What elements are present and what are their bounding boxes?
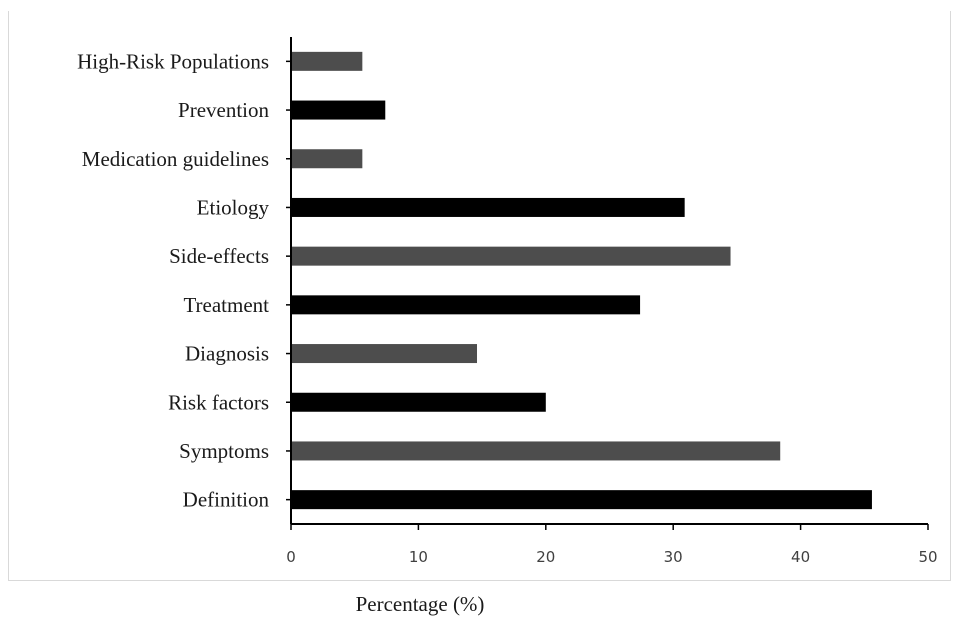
category-label: Treatment xyxy=(183,293,269,317)
bar-prevention xyxy=(292,100,386,120)
bar-diagnosis xyxy=(292,344,478,364)
x-tick-label: 10 xyxy=(409,548,428,566)
category-label: Definition xyxy=(183,488,270,512)
bar-definition xyxy=(292,490,872,510)
bar-high-risk-populations xyxy=(292,51,363,71)
bar-medication-guidelines xyxy=(292,149,363,169)
bar-side-effects xyxy=(292,246,731,266)
x-tick-label: 50 xyxy=(918,548,937,566)
category-label: Medication guidelines xyxy=(82,147,269,171)
bar-etiology xyxy=(292,197,685,217)
x-tick-label: 0 xyxy=(286,548,296,566)
x-tick-label: 20 xyxy=(536,548,555,566)
category-label: Etiology xyxy=(197,195,270,219)
category-label: Symptoms xyxy=(179,439,269,463)
bar-risk-factors xyxy=(292,392,546,412)
chart-frame xyxy=(8,11,951,581)
bar-symptoms xyxy=(292,441,781,461)
x-axis-title: Percentage (%) xyxy=(355,592,485,616)
bar-treatment xyxy=(292,295,641,315)
x-tick-label: 30 xyxy=(664,548,683,566)
x-tick-label: 40 xyxy=(791,548,810,566)
category-label: Diagnosis xyxy=(185,342,269,366)
category-label: Risk factors xyxy=(168,390,269,414)
category-label: Side-effects xyxy=(169,244,269,268)
category-label: High-Risk Populations xyxy=(77,49,269,73)
category-label: Prevention xyxy=(178,98,269,122)
